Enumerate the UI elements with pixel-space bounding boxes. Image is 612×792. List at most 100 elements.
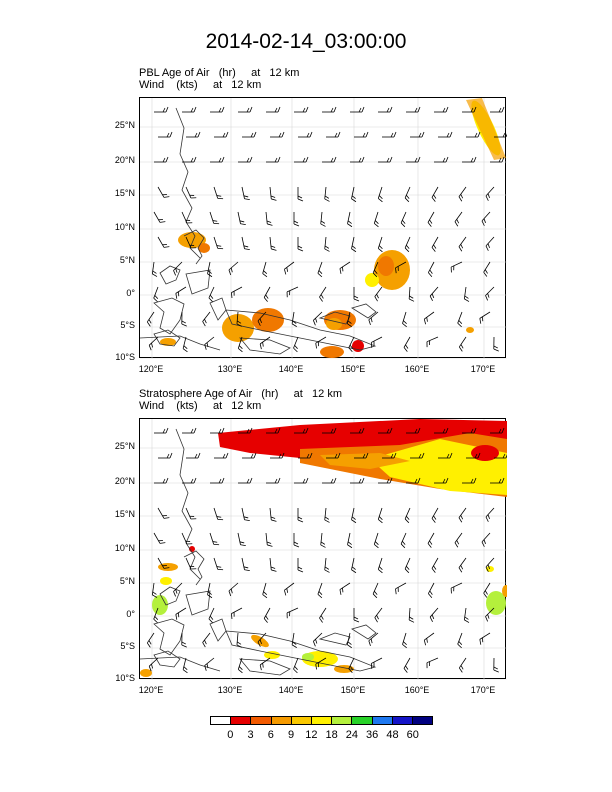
wind-barb bbox=[208, 607, 215, 624]
wind-barb-shaft bbox=[259, 657, 271, 666]
wind-barb-flag bbox=[349, 665, 354, 670]
wind-barb-shaft bbox=[317, 261, 323, 274]
coastline bbox=[153, 650, 181, 668]
wind-barb bbox=[490, 106, 505, 113]
wind-barb bbox=[350, 106, 365, 113]
wind-barb bbox=[400, 532, 407, 549]
wind-barb-flag bbox=[421, 452, 425, 459]
coastline bbox=[183, 229, 205, 265]
wind-barb-flag bbox=[193, 427, 197, 434]
lat-tick-label: 0° bbox=[126, 288, 135, 298]
wind-barb bbox=[266, 156, 281, 163]
wind-barb-flag bbox=[347, 220, 352, 224]
wind-barb bbox=[490, 156, 505, 163]
wind-barb bbox=[181, 311, 187, 327]
colorbar-label: 12 bbox=[305, 729, 318, 741]
wind-barb-shaft bbox=[313, 311, 323, 321]
wind-barb-flag bbox=[250, 453, 254, 459]
wind-barb-flag bbox=[431, 247, 436, 252]
wind-barb bbox=[241, 507, 250, 522]
wind-barb-flag bbox=[190, 197, 197, 199]
shaded-region bbox=[198, 243, 210, 253]
wind-barb bbox=[493, 336, 499, 352]
wind-barb-flag bbox=[493, 666, 498, 670]
wind-barb-flag bbox=[244, 248, 250, 251]
wind-barb-flag bbox=[274, 157, 278, 163]
wind-barb bbox=[151, 261, 158, 277]
wind-barb-flag bbox=[406, 244, 410, 249]
wind-barb-flag bbox=[320, 615, 324, 620]
wind-barb bbox=[483, 261, 491, 277]
wind-barb bbox=[153, 211, 166, 223]
wind-barb-flag bbox=[148, 640, 152, 645]
wind-barb-flag bbox=[243, 195, 249, 198]
wind-barb-shaft bbox=[293, 336, 299, 349]
wind-barb bbox=[266, 477, 281, 484]
coastline bbox=[185, 590, 211, 616]
wind-barb bbox=[151, 582, 158, 598]
wind-barb-flag bbox=[218, 107, 222, 113]
wind-barb-flag bbox=[236, 644, 242, 648]
wind-barb-shaft bbox=[485, 507, 495, 518]
wind-barb bbox=[481, 532, 491, 547]
wind-barb bbox=[293, 212, 300, 227]
wind-barb-shaft bbox=[377, 186, 383, 199]
wind-barb-shaft bbox=[458, 507, 467, 518]
wind-barb-flag bbox=[393, 452, 397, 459]
wind-barb-shaft bbox=[257, 632, 267, 643]
wind-barb-flag bbox=[162, 428, 166, 434]
wind-barb-flag bbox=[389, 477, 393, 484]
wind-barb-shaft bbox=[371, 657, 383, 664]
wind-barb-flag bbox=[487, 293, 490, 298]
wind-barb-flag bbox=[262, 594, 268, 599]
wind-barb bbox=[463, 607, 470, 623]
wind-barb-flag bbox=[442, 428, 446, 434]
shaded-region bbox=[160, 338, 176, 346]
wind-barb-flag bbox=[315, 639, 318, 644]
shaded-region bbox=[326, 318, 342, 330]
wind-barb bbox=[291, 311, 297, 327]
wind-barb-flag bbox=[426, 662, 428, 669]
lat-tick-label: 10°S bbox=[115, 673, 135, 683]
wind-barb-flag bbox=[246, 428, 250, 434]
wind-barb bbox=[312, 632, 323, 647]
wind-barb-flag bbox=[453, 265, 455, 271]
wind-barb-flag bbox=[324, 519, 330, 523]
wind-barb-shaft bbox=[286, 286, 299, 293]
wind-barb bbox=[286, 286, 299, 298]
wind-barb-flag bbox=[277, 427, 281, 434]
wind-barb-flag bbox=[238, 345, 243, 349]
wind-barb-flag bbox=[274, 107, 278, 113]
wind-barb-flag bbox=[183, 666, 188, 670]
wind-barb-shaft bbox=[400, 211, 407, 224]
wind-barb-shaft bbox=[241, 557, 245, 570]
wind-barb-flag bbox=[349, 344, 354, 349]
wind-barb bbox=[266, 427, 281, 434]
wind-barb bbox=[431, 236, 439, 252]
wind-barb-flag bbox=[485, 616, 489, 622]
wind-barb-flag bbox=[324, 245, 330, 249]
wind-barb-flag bbox=[337, 131, 341, 138]
wind-barb-flag bbox=[202, 321, 206, 327]
wind-barb bbox=[403, 657, 411, 673]
wind-barb-flag bbox=[450, 588, 452, 594]
wind-barb-flag bbox=[374, 541, 379, 545]
wind-barb bbox=[298, 452, 313, 459]
wind-barb-flag bbox=[353, 298, 360, 302]
wind-barb-shaft bbox=[404, 186, 411, 199]
wind-barb bbox=[404, 236, 411, 253]
wind-barb-flag bbox=[473, 106, 477, 113]
wind-barb-flag bbox=[297, 245, 303, 249]
wind-barb-flag bbox=[190, 107, 194, 113]
wind-barb-flag bbox=[297, 248, 304, 252]
wind-barb-shaft bbox=[408, 607, 411, 620]
wind-barb bbox=[315, 657, 327, 670]
wind-barb-flag bbox=[347, 320, 352, 324]
wind-barb-flag bbox=[277, 106, 281, 113]
wind-barb-shaft bbox=[291, 311, 295, 324]
shaded-region bbox=[486, 591, 506, 615]
wind-barb-flag bbox=[395, 588, 397, 595]
wind-barb-flag bbox=[464, 616, 469, 620]
wind-barb-flag bbox=[225, 131, 229, 138]
wind-barb bbox=[148, 657, 159, 672]
